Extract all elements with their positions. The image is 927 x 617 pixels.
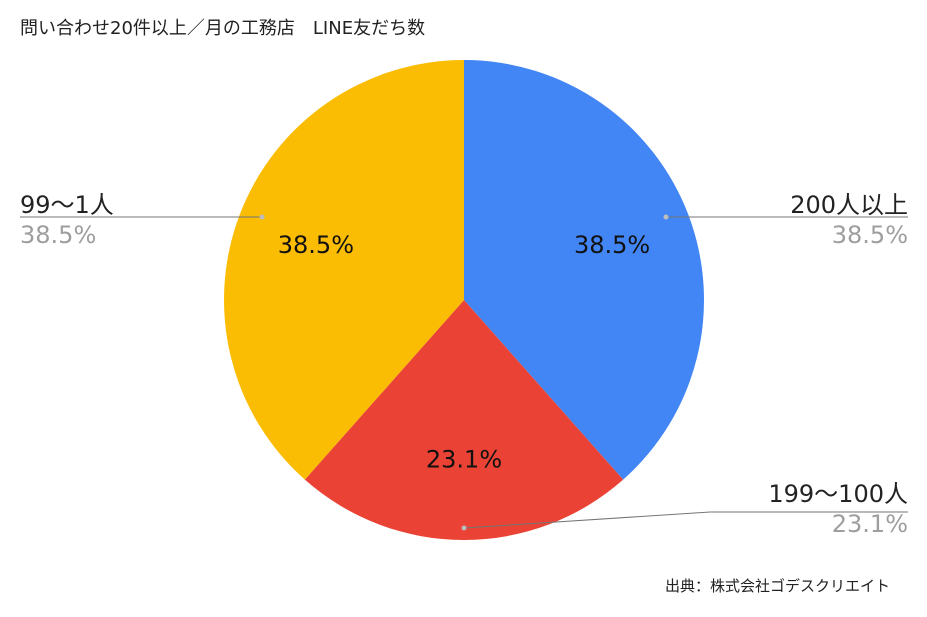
slice-percent-label: 23.1%: [426, 445, 502, 473]
callout-dot: [461, 525, 467, 531]
callout-percent: 23.1%: [832, 510, 908, 538]
pie-slice: [464, 60, 704, 480]
source-note: 出典：株式会社ゴデスクリエイト: [665, 577, 890, 595]
callout-line: [463, 511, 908, 529]
callout-name: 200人以上: [790, 191, 908, 219]
pie-slices: [224, 60, 704, 540]
pie-slice: [304, 300, 624, 540]
callout-percent: 38.5%: [20, 221, 96, 249]
callout-name: 199〜100人: [768, 480, 908, 508]
slice-percent-label: 38.5%: [278, 231, 354, 259]
callout-dot: [663, 214, 669, 220]
pie-slice: [224, 60, 464, 480]
callout-dot: [259, 214, 265, 220]
slice-percent-label: 38.5%: [574, 231, 650, 259]
callout-percent: 38.5%: [832, 221, 908, 249]
pie-slice-labels: 38.5% 23.1% 38.5%: [278, 231, 650, 474]
chart-title: 問い合わせ20件以上／月の工務店 LINE友だち数: [20, 18, 425, 39]
callout-name: 99〜1人: [20, 191, 114, 219]
